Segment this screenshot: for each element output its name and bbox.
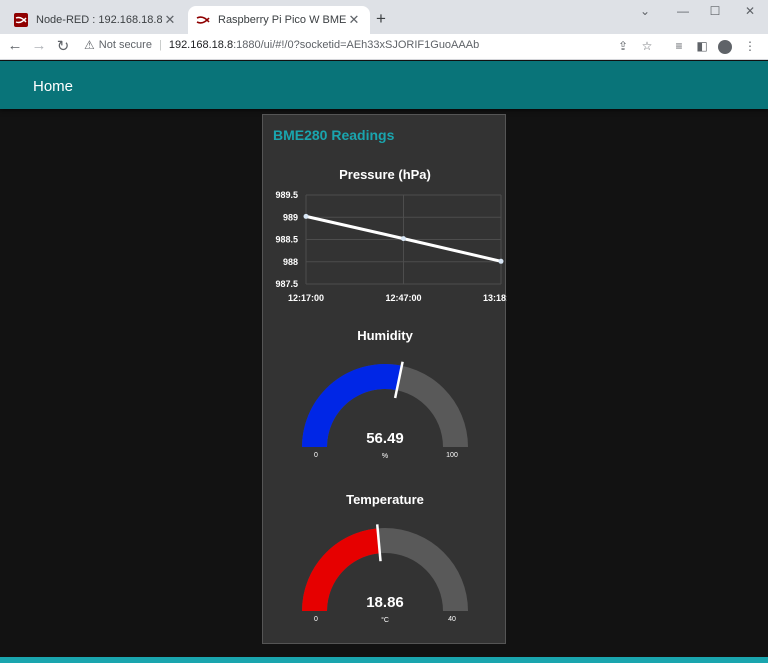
- chart-y-tick-label: 989.5: [275, 190, 298, 200]
- browser-tab-bar: Node-RED : 192.168.18.8 ✕ Raspberry Pi P…: [0, 0, 768, 34]
- humidity-gauge: 56.49 % 0 100: [302, 361, 468, 460]
- gauge-needle: [375, 524, 382, 562]
- temperature-units: °C: [381, 616, 389, 624]
- temperature-min: 0: [314, 616, 318, 623]
- close-icon[interactable]: ✕: [164, 12, 176, 27]
- humidity-gauge-title: Humidity: [357, 328, 413, 343]
- temperature-value: 18.86: [366, 594, 404, 611]
- dashboard-header: Home: [0, 61, 768, 109]
- humidity-value: 56.49: [366, 430, 404, 447]
- menu-icon[interactable]: ⋮: [744, 39, 756, 53]
- chart-x-tick-label: 13:18:00: [483, 293, 507, 303]
- chart-y-ticks: 989.5 989 988.5 988 987.5: [275, 190, 298, 289]
- chart-series: [303, 213, 504, 264]
- tab-bme280-dashboard[interactable]: Raspberry Pi Pico W BME280 Dat ✕: [188, 6, 370, 34]
- temperature-max: 40: [448, 616, 456, 623]
- chart-y-tick-label: 989: [283, 212, 298, 222]
- tab-title: Raspberry Pi Pico W BME280 Dat: [218, 14, 346, 26]
- profile-avatar-icon[interactable]: [718, 40, 732, 54]
- group-title: BME280 Readings: [273, 127, 395, 143]
- pressure-chart: 989.5 989 988.5 988 987.5 12:17:00 12:47:00 13…: [275, 190, 507, 303]
- page-title: Home: [33, 78, 74, 95]
- divider: |: [158, 39, 162, 51]
- chart-y-tick-label: 988.5: [275, 235, 298, 245]
- chart-data-point: [303, 213, 309, 219]
- close-icon[interactable]: ✕: [348, 12, 360, 27]
- pressure-chart-title: Pressure (hPa): [339, 167, 431, 182]
- browser-toolbar: ← → ↻ ⚠ Not secure | 192.168.18.8 :1880/…: [0, 34, 768, 60]
- tab-node-red[interactable]: Node-RED : 192.168.18.8 ✕: [6, 6, 186, 34]
- humidity-units: %: [382, 453, 388, 460]
- gauge-fill: [302, 528, 380, 611]
- reload-icon[interactable]: ↻: [56, 38, 70, 55]
- chart-y-tick-label: 988: [283, 257, 298, 267]
- humidity-min: 0: [314, 452, 318, 459]
- chart-x-ticks: 12:17:00 12:47:00 13:18:00: [288, 293, 507, 303]
- chart-y-tick-label: 987.5: [275, 279, 298, 289]
- gauge-needle: [393, 361, 404, 399]
- chart-data-point: [498, 258, 504, 264]
- chart-x-tick-label: 12:47:00: [385, 293, 421, 303]
- gauge-fill: [302, 364, 402, 447]
- url-host: 192.168.18.8: [168, 39, 234, 51]
- chart-data-point: [401, 236, 406, 242]
- minimize-icon[interactable]: —: [677, 4, 689, 18]
- url-path: :1880/ui/#!/0?socketid=AEh33xSJORIF1GuoA…: [233, 39, 480, 51]
- share-icon[interactable]: ⇪: [617, 39, 629, 53]
- side-panel-icon[interactable]: ◧: [696, 39, 708, 53]
- maximize-icon[interactable]: ☐: [709, 4, 721, 18]
- forward-icon[interactable]: →: [31, 37, 47, 54]
- star-icon[interactable]: ☆: [641, 39, 653, 53]
- reading-list-icon[interactable]: ≡: [675, 39, 683, 53]
- tab-title: Node-RED : 192.168.18.8: [36, 14, 162, 26]
- back-icon[interactable]: ←: [7, 37, 23, 54]
- new-tab-button[interactable]: +: [376, 9, 386, 28]
- warning-icon[interactable]: ⚠: [84, 38, 95, 52]
- humidity-max: 100: [446, 452, 458, 459]
- temperature-gauge-title: Temperature: [346, 492, 424, 507]
- temperature-gauge: 18.86 °C 0 40: [302, 524, 468, 624]
- chevron-down-icon[interactable]: ⌄: [639, 4, 651, 18]
- address-bar[interactable]: ⚠ Not secure | 192.168.18.8 :1880/ui/#!/…: [84, 38, 479, 52]
- bottom-accent-bar: [0, 657, 768, 663]
- security-label: Not secure: [98, 39, 152, 51]
- node-red-icon: [196, 16, 210, 24]
- readings-group-card: BME280 Readings Pressure (hPa) 989.5 989 9…: [262, 114, 507, 644]
- chart-x-tick-label: 12:17:00: [288, 293, 324, 303]
- close-window-icon[interactable]: ✕: [744, 4, 756, 18]
- node-red-icon: [14, 13, 28, 27]
